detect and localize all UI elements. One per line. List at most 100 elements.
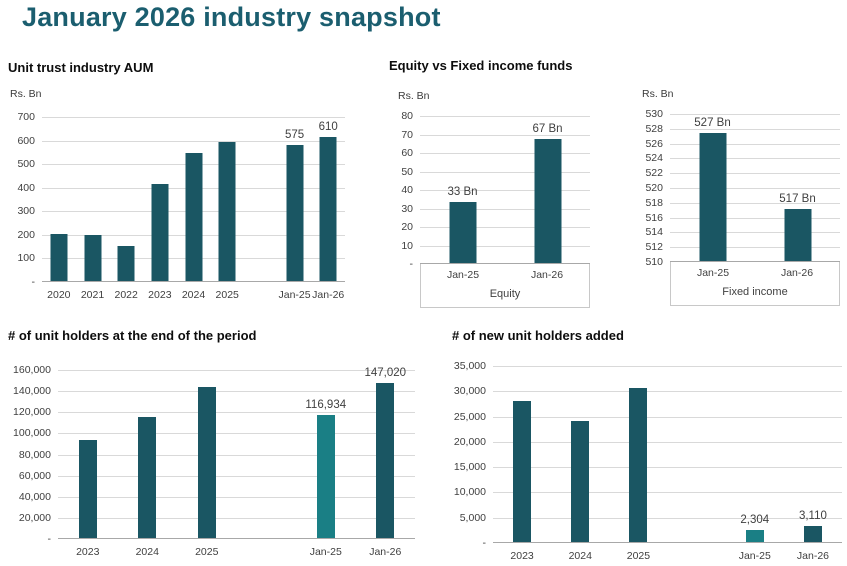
x-axis-labels: 2023 2024 2025 Jan-25 Jan-26 <box>493 543 842 562</box>
chart-unit-holders-total[interactable]: # of unit holders at the end of the peri… <box>8 323 415 558</box>
bar-2020[interactable] <box>50 233 68 281</box>
x-label-2022: 2022 <box>114 289 138 301</box>
gridline <box>420 190 590 191</box>
y-tick-label: 50 <box>401 165 413 178</box>
chart-canvas: 700 600 500 400 300 200 100 - 575 610 2020 2021 2022… <box>8 111 345 301</box>
gridline <box>420 171 590 173</box>
data-label-Jan-25: 527 Bn <box>694 116 731 129</box>
x-label-2025: 2025 <box>195 546 219 558</box>
plot-grid: 2,304 3,110 <box>493 366 842 543</box>
gridline <box>493 416 842 418</box>
y-tick-label: 510 <box>645 256 663 268</box>
y-tick-label: 200 <box>17 228 35 241</box>
data-label-Jan-26: 3,110 <box>798 510 827 523</box>
x-label-Jan-25: Jan-25 <box>309 546 342 558</box>
plot-grid: 527 Bn 517 Bn <box>670 114 840 262</box>
y-tick-label: 10,000 <box>453 486 486 499</box>
slot-2020 <box>42 117 76 281</box>
slot-Jan-26: 610 <box>311 117 345 281</box>
x-label-2024: 2024 <box>181 289 206 301</box>
chart-new-unit-holders[interactable]: # of new unit holders added 35,000 30,000… <box>448 323 842 562</box>
y-tick-label: 700 <box>17 111 35 123</box>
gap-slot <box>237 370 297 538</box>
plot-area: 700 600 500 400 300 200 100 - 575 610 <box>8 111 345 288</box>
bar-2025[interactable] <box>629 387 648 542</box>
x-label-Jan-26: Jan-26 <box>369 546 402 558</box>
bar-Jan-26[interactable] <box>319 137 337 281</box>
bar-2023[interactable] <box>513 401 532 542</box>
gridline <box>670 143 840 145</box>
gridline <box>670 202 840 204</box>
y-tick-label: - <box>47 533 52 545</box>
gridline <box>670 114 840 115</box>
bar-2022[interactable] <box>117 245 135 281</box>
y-tick-label: 80,000 <box>18 448 51 461</box>
bar-Jan-25[interactable] <box>699 132 726 261</box>
gridline <box>670 158 840 160</box>
chart-title: Unit trust industry AUM <box>8 60 154 75</box>
page-title: January 2026 industry snapshot <box>22 2 441 32</box>
y-tick-label: 20,000 <box>18 511 51 524</box>
y-tick-label: 10 <box>401 239 413 252</box>
bar-Jan-26[interactable] <box>534 139 561 263</box>
bar-Jan-25[interactable] <box>316 414 335 538</box>
y-tick-label: 518 <box>645 196 663 209</box>
bar-Jan-25[interactable] <box>286 145 304 281</box>
x-gap <box>668 543 726 562</box>
y-tick-label: 516 <box>645 211 663 224</box>
data-label-Jan-25: 575 <box>284 129 305 142</box>
y-tick-label: 35,000 <box>453 360 486 372</box>
chart-title: # of unit holders at the end of the peri… <box>8 328 257 343</box>
bar-2021[interactable] <box>84 234 101 281</box>
y-tick-label: 160,000 <box>13 364 51 376</box>
slot-Jan-26: 517 Bn <box>755 114 840 261</box>
chart-canvas: 530 528 526 524 522 520 518 516 514 512 510 527 Bn 5… <box>638 108 840 306</box>
chart-unit-trust-aum[interactable]: Unit trust industry AUM Rs. Bn 700 600 500… <box>8 56 345 301</box>
bar-Jan-26[interactable] <box>803 526 822 542</box>
gridline <box>420 227 590 228</box>
slot-Jan-25: 527 Bn <box>670 114 755 261</box>
gridline <box>493 467 842 469</box>
data-label-Jan-25: 33 Bn <box>447 185 478 198</box>
x-axis-labels: Jan-25 Jan-26 <box>421 264 589 281</box>
y-axis: 35,000 30,000 25,000 20,000 15,000 10,000 5,00… <box>448 360 493 549</box>
plot-area: 80 70 60 50 40 30 20 10 - 33 Bn 67 Bn <box>388 110 590 270</box>
bar-slots: 2,304 3,110 <box>493 366 842 542</box>
slot-2023 <box>493 366 551 542</box>
gridline <box>42 140 345 142</box>
bar-slots: 116,934 147,020 <box>58 367 415 538</box>
gridline <box>420 245 590 247</box>
gridline <box>58 517 415 519</box>
x-gap <box>237 539 297 558</box>
chart-equity-funds[interactable]: Equity vs Fixed income funds Rs. Bn 80 70… <box>388 56 590 308</box>
bar-2025[interactable] <box>197 386 216 538</box>
bar-2023[interactable] <box>78 440 97 538</box>
y-tick-label: - <box>482 537 487 549</box>
plot-area: 160,000 140,000 120,000 100,000 80,000 60,000… <box>8 364 415 545</box>
x-label-2020: 2020 <box>47 289 71 301</box>
chart-title: # of new unit holders added <box>452 328 624 343</box>
bar-Jan-25[interactable] <box>449 201 476 263</box>
bar-2024[interactable] <box>185 152 203 281</box>
y-axis: 80 70 60 50 40 30 20 10 - <box>388 110 420 270</box>
bar-2024[interactable] <box>571 420 590 542</box>
category-axis-box: Jan-25 Jan-26 Fixed income <box>670 262 840 306</box>
bar-Jan-26[interactable] <box>784 209 811 261</box>
x-label-Jan-26: Jan-26 <box>796 550 829 562</box>
bar-Jan-26[interactable] <box>376 382 395 538</box>
y-tick-label: 120,000 <box>13 406 51 419</box>
bar-Jan-25[interactable] <box>745 530 764 542</box>
gap-slot <box>668 366 726 542</box>
bar-slots: 527 Bn 517 Bn <box>670 114 840 261</box>
slot-Jan-25: 2,304 <box>726 366 784 542</box>
slot-Jan-25: 575 <box>278 117 312 281</box>
bar-2025[interactable] <box>218 141 236 281</box>
y-tick-label: 500 <box>17 158 35 171</box>
slot-2025 <box>609 366 667 542</box>
slot-2022 <box>109 117 143 281</box>
bar-2023[interactable] <box>151 184 169 281</box>
bar-2024[interactable] <box>138 417 157 538</box>
y-tick-label: 140,000 <box>13 385 51 398</box>
y-tick-label: 528 <box>645 122 663 135</box>
chart-fixed-income-funds[interactable]: Rs. Bn 530 528 526 524 522 520 518 516 514 512 510… <box>638 56 840 306</box>
